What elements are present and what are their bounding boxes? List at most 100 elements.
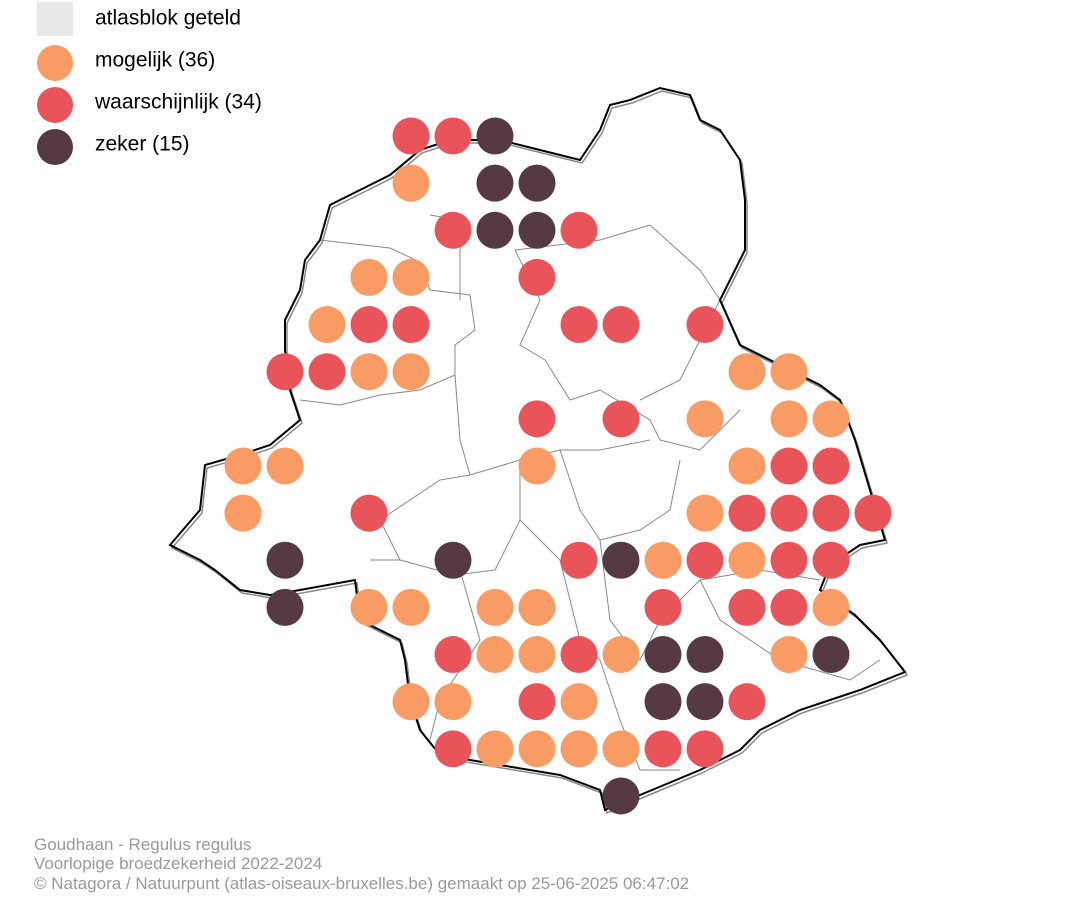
observation-dot (602, 636, 640, 674)
observation-dot (560, 211, 598, 249)
observation-dot (644, 636, 682, 674)
observation-dot (392, 683, 430, 721)
observation-dot (602, 541, 640, 579)
caption-line: © Natagora / Natuurpunt (atlas-oiseaux-b… (34, 874, 689, 893)
observation-dot (728, 541, 766, 579)
observation-dot (476, 588, 514, 626)
observation-dot (266, 447, 304, 485)
observation-dot (434, 730, 472, 768)
observation-dot (686, 541, 724, 579)
legend-swatch (37, 45, 73, 81)
observation-dot (602, 777, 640, 815)
observation-dot (644, 683, 682, 721)
legend-swatch (37, 2, 73, 36)
observation-dot (770, 541, 808, 579)
observation-dot (602, 730, 640, 768)
observation-dot (350, 494, 388, 532)
observation-dot (392, 588, 430, 626)
observations (224, 117, 892, 815)
observation-dot (728, 494, 766, 532)
observation-dot (350, 258, 388, 296)
observation-dot (392, 258, 430, 296)
observation-dot (308, 306, 346, 344)
observation-dot (770, 494, 808, 532)
observation-dot (518, 211, 556, 249)
observation-dot (812, 447, 850, 485)
observation-dot (266, 588, 304, 626)
observation-dot (686, 683, 724, 721)
observation-dot (854, 494, 892, 532)
observation-dot (560, 730, 598, 768)
observation-dot (812, 494, 850, 532)
observation-dot (518, 588, 556, 626)
caption-line: Voorlopige broedzekerheid 2022-2024 (34, 854, 322, 873)
observation-dot (392, 353, 430, 391)
observation-dot (476, 730, 514, 768)
observation-dot (392, 306, 430, 344)
legend-label: waarschijnlijk (34) (94, 91, 262, 114)
observation-dot (686, 636, 724, 674)
observation-dot (224, 494, 262, 532)
observation-dot (434, 211, 472, 249)
observation-dot (560, 683, 598, 721)
legend-swatch (37, 87, 73, 123)
observation-dot (434, 636, 472, 674)
observation-dot (266, 541, 304, 579)
observation-dot (434, 117, 472, 155)
observation-dot (602, 306, 640, 344)
observation-dot (518, 730, 556, 768)
observation-dot (518, 447, 556, 485)
observation-dot (728, 353, 766, 391)
observation-dot (392, 117, 430, 155)
legend: atlasblok geteld mogelijk (36) waarschijnl… (37, 2, 262, 165)
observation-dot (644, 588, 682, 626)
observation-dot (644, 541, 682, 579)
observation-dot (728, 447, 766, 485)
observation-dot (476, 117, 514, 155)
observation-dot (686, 494, 724, 532)
observation-dot (350, 306, 388, 344)
observation-dot (770, 447, 808, 485)
observation-dot (770, 400, 808, 438)
caption: Goudhaan - Regulus regulus Voorlopige br… (34, 835, 689, 893)
observation-dot (686, 730, 724, 768)
observation-dot (560, 541, 598, 579)
observation-dot (350, 588, 388, 626)
observation-dot (770, 588, 808, 626)
observation-dot (644, 730, 682, 768)
observation-dot (560, 306, 598, 344)
observation-dot (812, 636, 850, 674)
observation-dot (350, 353, 388, 391)
observation-dot (602, 400, 640, 438)
observation-dot (224, 447, 262, 485)
observation-dot (518, 258, 556, 296)
observation-dot (728, 683, 766, 721)
legend-label: mogelijk (36) (95, 49, 215, 72)
observation-dot (728, 588, 766, 626)
observation-dot (518, 683, 556, 721)
observation-dot (770, 353, 808, 391)
caption-line: Goudhaan - Regulus regulus (34, 835, 251, 854)
legend-label: zeker (15) (95, 133, 190, 156)
observation-dot (518, 636, 556, 674)
observation-dot (308, 353, 346, 391)
observation-dot (476, 211, 514, 249)
observation-dot (266, 353, 304, 391)
observation-dot (476, 636, 514, 674)
communes (299, 214, 881, 771)
observation-dot (812, 588, 850, 626)
observation-dot (812, 400, 850, 438)
legend-label: atlasblok geteld (95, 7, 241, 30)
observation-dot (518, 164, 556, 202)
observation-dot (812, 541, 850, 579)
legend-swatch (37, 129, 73, 165)
observation-dot (434, 683, 472, 721)
observation-dot (560, 636, 598, 674)
observation-dot (476, 164, 514, 202)
observation-dot (686, 306, 724, 344)
observation-dot (770, 636, 808, 674)
observation-dot (392, 164, 430, 202)
observation-dot (686, 400, 724, 438)
observation-dot (518, 400, 556, 438)
